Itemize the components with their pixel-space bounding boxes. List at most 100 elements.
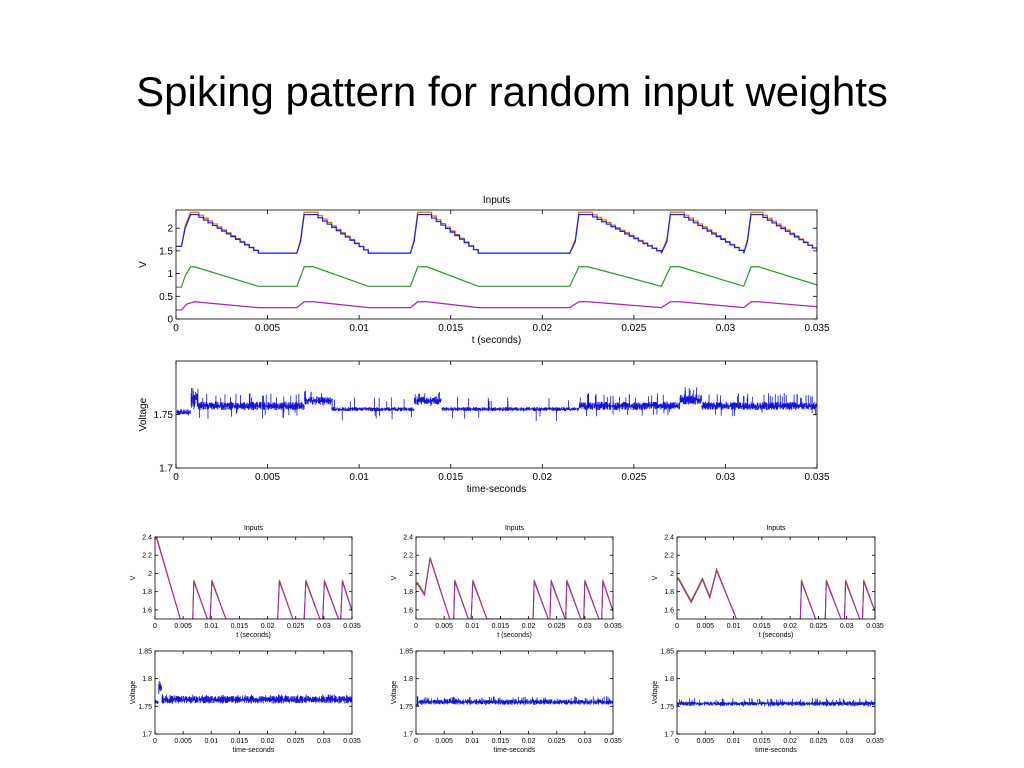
x-tick-label: 0.035: [866, 738, 884, 745]
plot-area: [416, 696, 613, 707]
axes-frame: [676, 650, 876, 735]
x-tick-label: 0.005: [174, 623, 192, 630]
axes-frame: [415, 650, 614, 735]
x-axis-label: time-seconds: [467, 484, 526, 495]
x-axis-label: t (seconds): [497, 632, 532, 639]
x-tick-label: 0: [414, 623, 418, 630]
x-tick-label: 0.015: [492, 623, 510, 630]
y-tick-label: 0.5: [159, 292, 173, 303]
x-tick-label: 0.015: [753, 738, 771, 745]
y-tick-label: 1.85: [660, 648, 674, 655]
y-tick-label: 2: [148, 571, 152, 578]
series-line-3: [677, 569, 875, 619]
y-tick-label: 1.8: [403, 589, 413, 596]
x-tick-label: 0.035: [604, 738, 622, 745]
x-tick-label: 0: [173, 323, 179, 334]
x-tick-label: 0.015: [438, 323, 463, 334]
chart-title: Inputs: [483, 195, 510, 206]
y-tick-label: 1.75: [660, 704, 674, 711]
axes-frame: [175, 209, 818, 320]
x-tick-label: 0.005: [255, 472, 280, 483]
y-tick-label: 1.85: [399, 648, 413, 655]
y-axis-label: V: [138, 261, 149, 268]
x-tick-label: 0.01: [204, 738, 218, 745]
x-tick-label: 0.025: [810, 623, 828, 630]
x-axis-label: time-seconds: [233, 747, 275, 754]
x-tick-label: 0.035: [343, 623, 361, 630]
y-axis-label: V: [130, 575, 137, 580]
x-tick-label: 0.02: [783, 623, 797, 630]
y-axis-label: Voltage: [391, 681, 398, 704]
x-axis-label: time-seconds: [755, 747, 797, 754]
x-tick-label: 0.02: [533, 323, 553, 334]
x-tick-label: 0.03: [317, 738, 331, 745]
x-tick-label: 0.025: [621, 323, 646, 334]
axes-frame: [154, 536, 353, 620]
voltage-trace: [677, 698, 875, 707]
x-tick-label: 0.02: [261, 738, 275, 745]
x-tick-label: 0.01: [349, 472, 369, 483]
x-tick-label: 0.015: [231, 623, 249, 630]
y-tick-label: 1.8: [403, 676, 413, 683]
y-tick-label: 1.85: [138, 648, 152, 655]
x-axis-label: t (seconds): [472, 335, 521, 346]
x-tick-label: 0.015: [492, 738, 510, 745]
y-tick-label: 1.8: [142, 589, 152, 596]
x-tick-label: 0.03: [578, 738, 592, 745]
y-tick-label: 2.2: [403, 553, 413, 560]
x-tick-label: 0.01: [465, 738, 479, 745]
voltage-trace: [416, 696, 613, 707]
axes-frame: [154, 650, 353, 735]
x-tick-label: 0.025: [287, 623, 305, 630]
x-tick-label: 0.01: [465, 623, 479, 630]
x-tick-label: 0.015: [231, 738, 249, 745]
x-tick-label: 0.035: [804, 323, 829, 334]
y-axis-label: Voltage: [130, 681, 137, 704]
x-tick-label: 0: [675, 738, 679, 745]
chart-title: Inputs: [766, 525, 786, 532]
chart-title: Inputs: [244, 525, 264, 532]
x-tick-label: 0.005: [697, 738, 715, 745]
x-tick-label: 0.035: [804, 472, 829, 483]
axes-frame: [415, 536, 614, 620]
y-tick-label: 1.6: [664, 607, 674, 614]
x-tick-label: 0.03: [840, 738, 854, 745]
y-tick-label: 1.8: [664, 676, 674, 683]
x-tick-label: 0.02: [261, 623, 275, 630]
series-line-3: [176, 266, 817, 288]
y-tick-label: 1.75: [399, 704, 413, 711]
y-tick-label: 1.7: [403, 731, 413, 738]
slide-title: Spiking pattern for random input weights: [136, 68, 888, 115]
x-tick-label: 0.03: [840, 623, 854, 630]
plot-area: [677, 698, 875, 707]
x-tick-label: 0.005: [174, 738, 192, 745]
y-tick-label: 2: [670, 571, 674, 578]
x-tick-label: 0.02: [522, 738, 536, 745]
x-tick-label: 0.035: [343, 738, 361, 745]
x-tick-label: 0.025: [810, 738, 828, 745]
y-tick-label: 2.4: [403, 534, 413, 541]
y-tick-label: 1.5: [159, 246, 173, 257]
x-tick-label: 0: [414, 738, 418, 745]
x-tick-label: 0.025: [548, 623, 566, 630]
x-axis-label: t (seconds): [759, 632, 794, 639]
y-axis-label: V: [391, 575, 398, 580]
x-tick-label: 0.02: [533, 472, 553, 483]
x-tick-label: 0.01: [727, 623, 741, 630]
series-line-3: [416, 558, 613, 619]
x-tick-label: 0.02: [522, 623, 536, 630]
x-tick-label: 0: [675, 623, 679, 630]
x-tick-label: 0.005: [435, 623, 453, 630]
x-tick-label: 0.035: [604, 623, 622, 630]
y-tick-label: 1.8: [142, 676, 152, 683]
series-line-2: [176, 213, 817, 254]
y-axis-label: V: [652, 575, 659, 580]
chart-title: Inputs: [505, 525, 525, 532]
y-tick-label: 2: [167, 224, 173, 235]
